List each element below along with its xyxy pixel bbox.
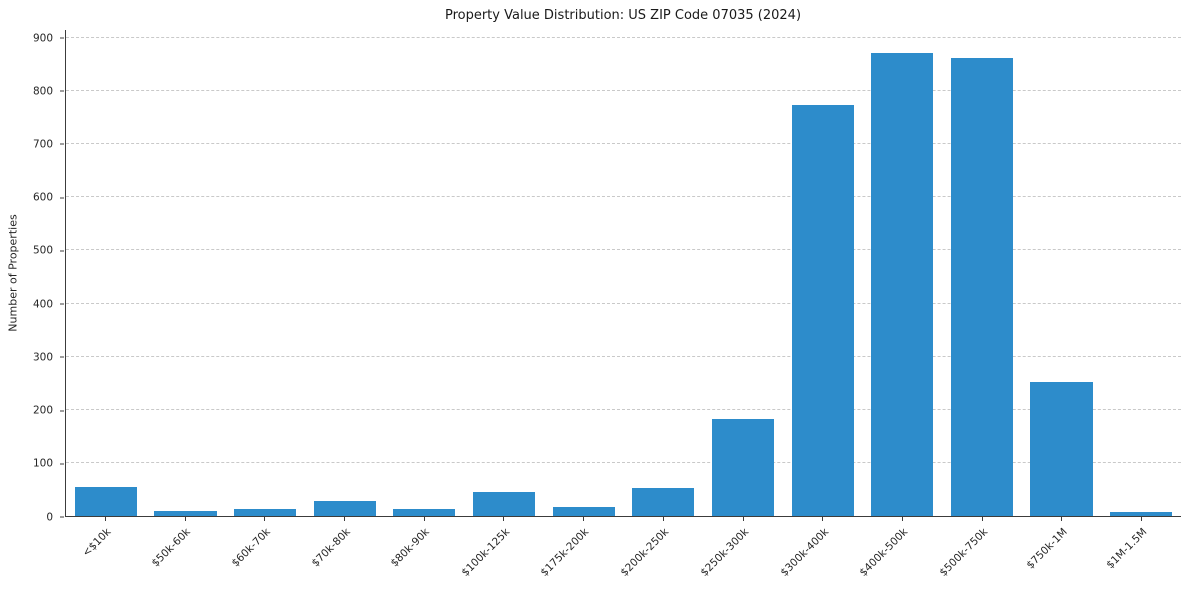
- bar-band: [146, 38, 226, 516]
- gridline: [66, 355, 1181, 357]
- x-tick-mark: [344, 517, 345, 521]
- x-tick-label: $400k-500k: [857, 526, 911, 579]
- bar: [552, 506, 615, 516]
- bar: [472, 492, 536, 516]
- bar: [711, 419, 774, 516]
- scale-region: [66, 37, 1181, 516]
- y-tick-label: 300: [32, 351, 53, 364]
- bar-band: [1101, 38, 1181, 516]
- x-tick-mark: [1061, 517, 1063, 521]
- gridline: [66, 37, 1181, 38]
- bar: [313, 501, 376, 516]
- x-tick-mark: [981, 517, 983, 521]
- x-tick-label: $50k-60k: [149, 526, 194, 570]
- y-tick-labels: 0 100 200 300 400 500 600 700 800 900: [0, 33, 65, 522]
- x-tick-label: $300k-400k: [777, 526, 831, 579]
- x-tick-label: $60k-70k: [229, 526, 273, 570]
- bar: [154, 511, 217, 516]
- bar: [871, 52, 934, 516]
- gridline: [66, 461, 1181, 463]
- bar: [74, 486, 137, 516]
- y-tick-label: 100: [32, 457, 53, 470]
- y-tick-label: 600: [32, 191, 53, 204]
- x-tick-mark: [503, 517, 505, 521]
- bar-band: [385, 38, 465, 516]
- y-tick-mark: [60, 37, 64, 39]
- bar: [791, 104, 854, 516]
- y-tick-label: 800: [32, 84, 53, 97]
- bar: [1030, 382, 1093, 516]
- x-tick-label: $200k-250k: [618, 526, 672, 579]
- y-tick-label: 900: [32, 31, 53, 44]
- gridline: [66, 249, 1181, 251]
- x-tick-mark: [1141, 517, 1143, 521]
- bar-band: [942, 38, 1022, 516]
- x-tick-label: $500k-750k: [937, 526, 991, 579]
- bar-band: [305, 38, 385, 516]
- y-tick-label: 700: [32, 138, 53, 151]
- bar-band: [783, 38, 863, 516]
- x-tick-labels: <$10k $50k-60k $60k-70k $70k-80k $80k-90k $10…: [65, 517, 1181, 590]
- gridline: [66, 196, 1181, 198]
- x-tick-label: <$10k: [80, 526, 114, 560]
- y-tick-mark: [60, 197, 64, 199]
- bar: [393, 508, 456, 516]
- x-tick-label: $80k-90k: [388, 526, 433, 570]
- bar-band: [544, 38, 624, 516]
- y-tick-label: 200: [32, 404, 53, 417]
- chart-title: Property Value Distribution: US ZIP Code…: [444, 8, 802, 23]
- plot-area: [65, 30, 1181, 517]
- bars: [66, 38, 1181, 516]
- x-tick-mark: [742, 517, 744, 521]
- x-tick-mark: [583, 517, 585, 521]
- bar-band: [623, 38, 703, 516]
- x-tick-mark: [184, 517, 186, 521]
- y-tick-mark: [60, 463, 64, 465]
- gridline: [66, 90, 1181, 92]
- bar: [950, 58, 1013, 516]
- bar-band: [225, 38, 305, 516]
- x-tick-mark: [902, 517, 903, 521]
- y-tick-mark: [60, 516, 64, 518]
- y-tick-label: 400: [32, 297, 53, 310]
- bar-band: [464, 38, 544, 516]
- bar: [234, 508, 297, 516]
- x-tick-label: $70k-80k: [309, 526, 353, 570]
- y-tick-label: 500: [32, 244, 53, 257]
- y-tick-mark: [60, 143, 64, 145]
- bar-band: [66, 38, 146, 516]
- bar-band: [862, 38, 942, 516]
- x-tick-mark: [104, 517, 106, 521]
- x-tick-label: $100k-125k: [459, 526, 512, 579]
- x-tick-mark: [264, 517, 266, 521]
- gridline: [66, 143, 1181, 145]
- x-tick-label: $750k-1M: [1024, 526, 1070, 572]
- y-tick-mark: [60, 303, 64, 305]
- x-tick-mark: [822, 517, 824, 521]
- bar-band: [703, 38, 783, 516]
- y-tick-mark: [60, 356, 64, 358]
- gridline: [66, 302, 1181, 304]
- x-tick-mark: [423, 517, 425, 521]
- x-tick-label: $175k-200k: [538, 526, 592, 579]
- bar-band: [1022, 38, 1102, 516]
- y-tick-label: 0: [46, 510, 53, 523]
- y-tick-mark: [60, 250, 64, 252]
- x-tick-mark: [662, 517, 664, 521]
- bar: [632, 488, 695, 516]
- x-tick-label: $1M-1.5M: [1104, 526, 1150, 572]
- x-tick-label: $250k-300k: [698, 526, 752, 579]
- y-tick-mark: [60, 410, 64, 412]
- gridline: [66, 408, 1181, 410]
- y-tick-mark: [60, 90, 64, 92]
- bar: [1110, 511, 1173, 516]
